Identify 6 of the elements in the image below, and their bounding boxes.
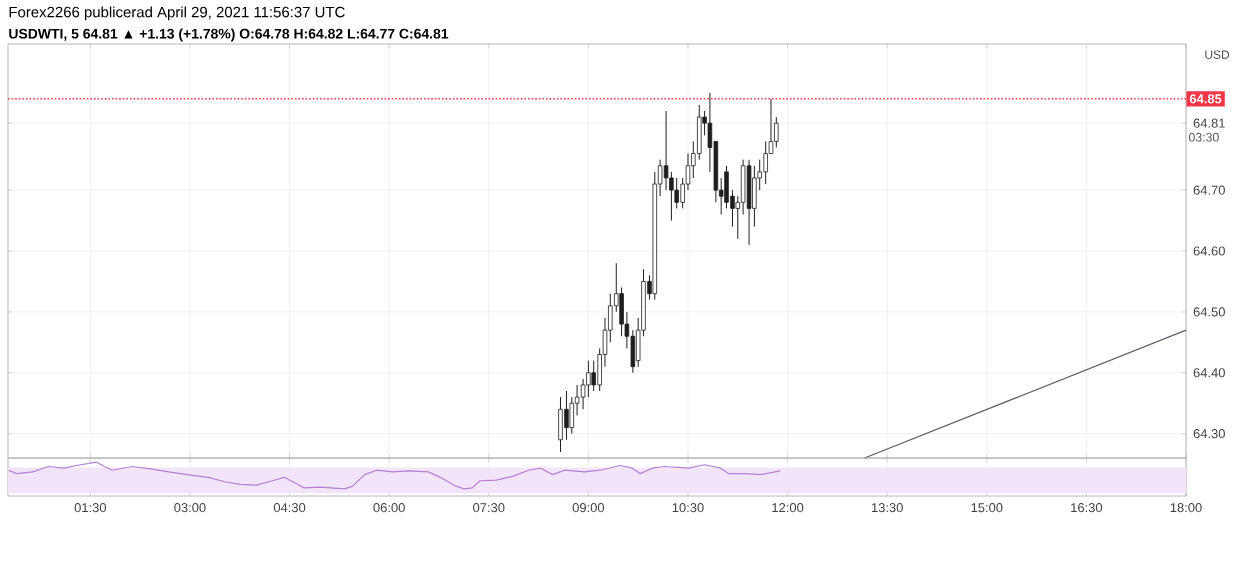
candlestick <box>763 140 768 185</box>
candlestick <box>752 165 757 228</box>
candlestick <box>558 396 563 453</box>
candlestick <box>564 390 569 441</box>
candlestick <box>746 159 752 246</box>
candlestick <box>591 360 596 392</box>
